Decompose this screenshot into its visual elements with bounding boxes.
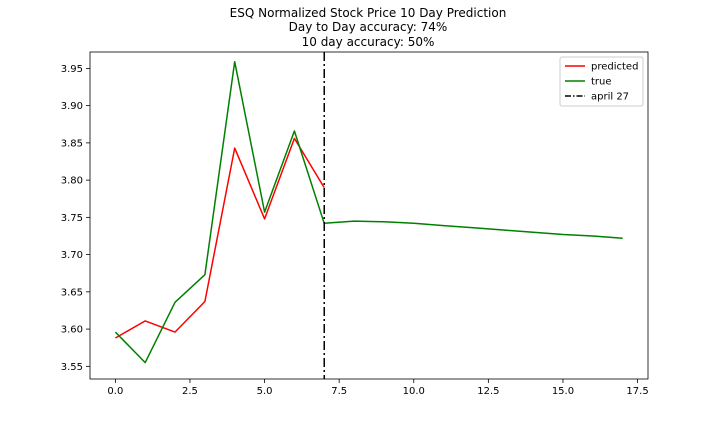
chart-title: ESQ Normalized Stock Price 10 Day Predic… [230, 6, 507, 49]
legend-label-april-27: april 27 [591, 92, 629, 103]
legend-label-predicted: predicted [591, 62, 638, 73]
y-tick-label: 3.85 [61, 138, 83, 149]
x-tick-label: 0.0 [107, 386, 123, 397]
legend: predicted true april 27 [559, 56, 644, 107]
y-tick-label: 3.55 [61, 362, 83, 373]
legend-label-true: true [591, 77, 612, 88]
x-tick-label: 7.5 [331, 386, 347, 397]
title-line-2: Day to Day accuracy: 74% [289, 20, 448, 34]
legend-box [559, 56, 644, 107]
series-line-predicted [115, 137, 325, 339]
y-tick-label: 3.65 [61, 287, 83, 298]
plot-frame [89, 51, 649, 380]
y-tick-label: 3.75 [61, 213, 83, 224]
x-tick-label: 15.0 [552, 386, 574, 397]
title-line-1: ESQ Normalized Stock Price 10 Day Predic… [230, 6, 507, 20]
y-tick-label: 3.60 [61, 325, 83, 336]
x-tick-label: 17.5 [626, 386, 648, 397]
y-tick-label: 3.90 [61, 101, 83, 112]
x-tick-label: 2.5 [182, 386, 198, 397]
y-tick-label: 3.70 [61, 250, 83, 261]
x-tick-label: 5.0 [257, 386, 273, 397]
y-tick-label: 3.95 [61, 64, 83, 75]
y-tick-label: 3.80 [61, 176, 83, 187]
title-line-3: 10 day accuracy: 50% [302, 35, 435, 49]
x-tick-label: 12.5 [477, 386, 499, 397]
plot-area [114, 52, 623, 379]
series-line-true [114, 60, 623, 364]
x-tick-label: 10.0 [403, 386, 425, 397]
axes: 0.0 2.5 5.0 7.5 10.0 12.5 15.0 17.5 3.55 3.60 3.65… [61, 51, 649, 397]
